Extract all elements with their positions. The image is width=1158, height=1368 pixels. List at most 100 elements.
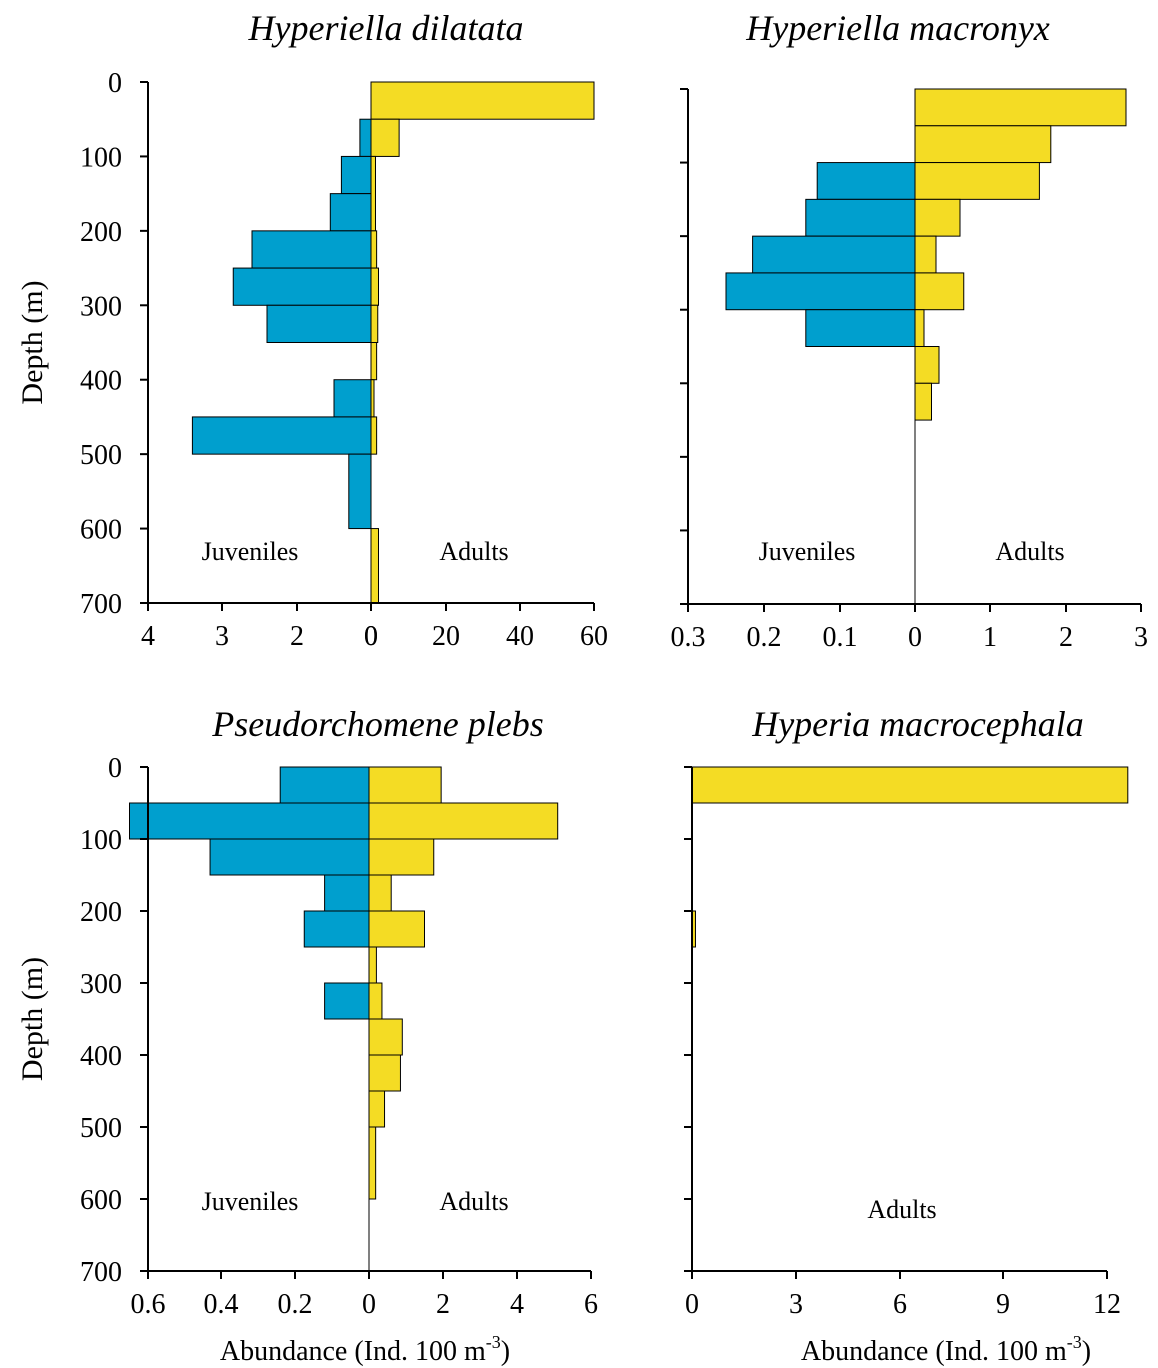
- x-tick-label: 1: [983, 622, 997, 653]
- juveniles-label: Juveniles: [202, 1187, 299, 1216]
- x-tick-label: 20: [432, 621, 460, 652]
- adults-label: Adults: [995, 537, 1064, 566]
- juvenile-bar: [725, 272, 916, 311]
- adult-bar: [368, 838, 435, 876]
- x-tick-label: 6: [893, 1289, 907, 1320]
- y-tick-label: 200: [80, 217, 122, 248]
- y-tick-label: 0: [108, 753, 122, 784]
- x-tick-label: 0: [362, 1289, 376, 1320]
- juvenile-bar: [340, 155, 372, 195]
- adult-bar: [368, 982, 383, 1020]
- adult-bar: [370, 155, 376, 232]
- adult-bar: [914, 272, 965, 311]
- y-tick-label: 600: [80, 1185, 122, 1216]
- x-tick-label: 0: [685, 1289, 699, 1320]
- x-axis-label-main: Abundance (Ind. 100 m: [220, 1336, 486, 1367]
- juvenile-bar: [329, 193, 372, 232]
- juvenile-bar: [303, 910, 370, 948]
- x-tick-label: 0.4: [204, 1289, 239, 1320]
- adult-bar: [368, 766, 442, 804]
- juvenile-bar: [333, 379, 372, 418]
- adult-bar: [368, 802, 559, 840]
- adult-bar: [368, 1126, 377, 1200]
- adult-bar: [914, 88, 1127, 127]
- adult-bar: [914, 162, 1040, 200]
- y-tick-label: 100: [80, 142, 122, 173]
- y-tick-label: 500: [80, 440, 122, 471]
- adults-label: Adults: [867, 1195, 936, 1224]
- adult-bar: [370, 81, 595, 120]
- y-tick-label: 100: [80, 825, 122, 856]
- juvenile-bar: [209, 838, 370, 876]
- adult-bar: [368, 1090, 386, 1128]
- x-tick-label: 2: [290, 621, 304, 652]
- juvenile-bar: [324, 874, 370, 912]
- x-tick-label: 2: [436, 1289, 450, 1320]
- juvenile-bar: [752, 235, 916, 274]
- adult-bar: [914, 125, 1052, 164]
- juvenile-bar: [129, 802, 370, 840]
- y-tick-label: 600: [80, 515, 122, 546]
- panel-1: Hyperiella dilatata010020030040050060070…: [16, 8, 608, 652]
- adult-bar: [370, 342, 378, 381]
- juvenile-bar: [348, 453, 372, 530]
- chart-title: Pseudorchomene plebs: [211, 704, 544, 744]
- x-axis-label: Abundance (Ind. 100 m-3): [220, 1332, 510, 1367]
- x-tick-label: 6: [584, 1289, 598, 1320]
- adult-bar: [370, 230, 378, 269]
- adult-bar: [368, 946, 377, 984]
- juvenile-bar: [251, 230, 372, 269]
- adult-bar: [368, 1018, 403, 1056]
- adult-bar: [914, 235, 937, 274]
- y-tick-label: 400: [80, 366, 122, 397]
- y-tick-label: 500: [80, 1113, 122, 1144]
- x-tick-label: 12: [1093, 1289, 1121, 1320]
- adult-bar: [370, 528, 379, 604]
- x-tick-label: 0.2: [278, 1289, 313, 1320]
- y-axis-label: Depth (m): [16, 280, 49, 404]
- y-tick-label: 700: [80, 1257, 122, 1288]
- x-tick-label: 0.3: [671, 622, 706, 653]
- y-tick-label: 300: [80, 969, 122, 1000]
- adult-bar: [368, 1054, 401, 1092]
- adult-bar: [370, 304, 379, 343]
- adult-bar: [914, 198, 961, 237]
- chart-title: Hyperiella dilatata: [248, 8, 524, 48]
- adult-bar: [914, 309, 925, 348]
- x-tick-label: 3: [215, 621, 229, 652]
- adults-label: Adults: [439, 537, 508, 566]
- y-tick-label: 300: [80, 291, 122, 322]
- y-axis-label: Depth (m): [16, 957, 49, 1081]
- juvenile-bar: [359, 118, 372, 157]
- x-axis-label-superscript: -3: [486, 1332, 501, 1352]
- x-tick-label: 4: [510, 1289, 524, 1320]
- juveniles-label: Juveniles: [759, 537, 856, 566]
- x-tick-label: 3: [789, 1289, 803, 1320]
- x-axis-label-main: Abundance (Ind. 100 m: [801, 1336, 1067, 1367]
- x-axis-label-end: ): [501, 1336, 510, 1367]
- juvenile-bar: [816, 162, 916, 200]
- adults-label: Adults: [439, 1187, 508, 1216]
- x-axis-label: Abundance (Ind. 100 m-3): [801, 1332, 1091, 1367]
- adult-bar: [370, 416, 378, 455]
- juvenile-bar: [324, 982, 370, 1020]
- x-axis-label-end: ): [1082, 1336, 1091, 1367]
- x-tick-label: 4: [141, 621, 155, 652]
- adult-bar: [368, 874, 392, 912]
- x-tick-label: 0: [364, 621, 378, 652]
- juvenile-bar: [279, 766, 370, 804]
- x-tick-label: 0: [364, 621, 378, 652]
- x-tick-label: 0: [908, 622, 922, 653]
- x-tick-label: 0.2: [747, 622, 782, 653]
- juvenile-bar: [191, 416, 372, 455]
- juvenile-bar: [805, 309, 916, 348]
- y-tick-label: 200: [80, 897, 122, 928]
- adult-bar: [691, 766, 1129, 804]
- juveniles-label: Juveniles: [202, 537, 299, 566]
- x-tick-label: 2: [1059, 622, 1073, 653]
- adult-bar: [914, 346, 940, 384]
- x-tick-label: 9: [996, 1289, 1010, 1320]
- x-tick-label: 3: [1134, 622, 1148, 653]
- x-tick-label: 0.6: [131, 1289, 166, 1320]
